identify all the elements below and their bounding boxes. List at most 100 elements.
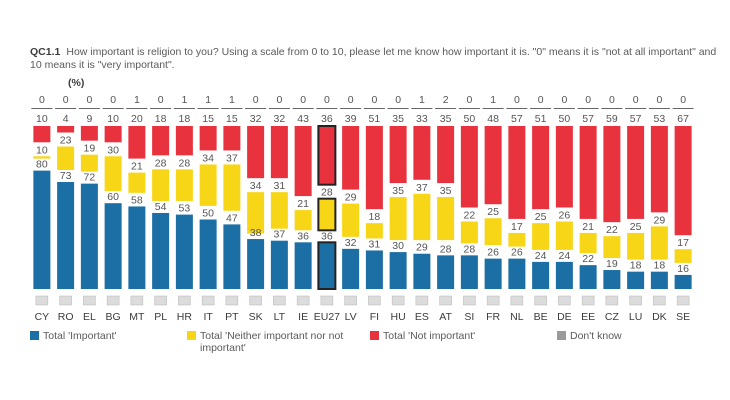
category-label-nl: NL	[510, 311, 524, 323]
not-important-label-fr: 48	[487, 113, 499, 125]
bar-important-cy	[33, 170, 51, 289]
bar-not-important-hu	[389, 126, 407, 184]
bar-neither-ro	[57, 146, 75, 171]
flag-icon-cz	[605, 295, 619, 306]
bar-neither-cz	[603, 236, 621, 259]
important-label-lt: 37	[274, 229, 286, 241]
not-important-label-lu: 57	[630, 113, 642, 125]
category-label-fr: FR	[486, 311, 500, 323]
bar-not-important-cy	[33, 126, 51, 143]
neither-label-si: 22	[464, 210, 476, 222]
flag-icon-el	[83, 295, 96, 306]
dont-know-label-el: 0	[86, 94, 92, 106]
not-important-label-cy: 10	[36, 113, 48, 125]
bar-not-important-ie	[294, 126, 312, 197]
bar-not-important-pt	[223, 126, 241, 151]
bar-not-important-cz	[603, 126, 621, 223]
legend-label-not-important: Total 'Not important'	[383, 330, 476, 342]
bar-important-si	[460, 255, 478, 289]
bar-not-important-eu27	[317, 125, 337, 186]
important-label-hu: 30	[392, 240, 404, 252]
bar-neither-se	[674, 249, 692, 263]
important-label-es: 29	[416, 242, 428, 254]
bar-important-fr	[484, 258, 502, 289]
flag-icon-cy	[35, 295, 49, 306]
bar-neither-sk	[247, 192, 265, 234]
not-important-label-pt: 15	[226, 113, 238, 125]
dont-know-label-hu: 0	[395, 94, 401, 106]
category-label-es: ES	[415, 311, 429, 323]
bar-not-important-es	[413, 126, 431, 180]
question-body: How important is religion to you? Using …	[30, 46, 717, 71]
legend-label-dont-know: Don't know	[570, 330, 622, 342]
bar-important-eu27	[317, 241, 337, 291]
important-label-pl: 54	[155, 201, 167, 213]
neither-label-eu27: 28	[321, 187, 333, 199]
dont-know-label-pl: 0	[158, 94, 164, 106]
neither-label-pl: 28	[155, 157, 167, 169]
neither-label-mt: 21	[131, 161, 143, 173]
dont-know-label-ee: 0	[585, 94, 591, 106]
dont-know-label-dk: 0	[656, 94, 662, 106]
flag-icon-hu	[391, 295, 405, 306]
dont-know-label-si: 0	[466, 94, 472, 106]
flag-icon-sk	[249, 295, 262, 306]
dont-know-label-pt: 1	[229, 94, 235, 106]
neither-label-lt: 31	[274, 180, 286, 192]
neither-label-fi: 18	[369, 211, 381, 223]
not-important-label-ro: 4	[63, 113, 69, 125]
not-important-label-lv: 39	[345, 113, 357, 125]
important-label-hr: 53	[179, 203, 191, 215]
category-label-lu: LU	[629, 311, 642, 323]
neither-label-lu: 25	[630, 221, 642, 233]
category-label-se: SE	[676, 311, 690, 323]
important-label-el: 72	[84, 172, 96, 184]
dont-know-label-lv: 0	[348, 94, 354, 106]
dont-know-label-eu27: 0	[324, 94, 330, 106]
important-label-it: 50	[202, 208, 214, 220]
neither-label-ro: 23	[60, 135, 72, 147]
not-important-label-ie: 43	[297, 113, 309, 125]
dont-know-label-ro: 0	[63, 94, 69, 106]
not-important-label-hr: 18	[179, 113, 191, 125]
bar-neither-fr	[484, 218, 502, 245]
neither-label-ie: 21	[297, 198, 309, 210]
bar-neither-it	[199, 164, 217, 206]
category-label-eu27: EU27	[314, 311, 340, 323]
not-important-label-sk: 32	[250, 113, 262, 125]
bar-important-el	[80, 183, 98, 289]
category-label-pt: PT	[225, 311, 239, 323]
flag-icon-fi	[368, 295, 381, 306]
bar-neither-ie	[294, 210, 312, 231]
category-label-hu: HU	[391, 311, 406, 323]
flag-icon-lv	[344, 295, 357, 306]
flag-icon-bg	[106, 295, 120, 306]
neither-label-it: 34	[202, 152, 214, 164]
neither-label-cz: 22	[606, 224, 618, 236]
neither-label-es: 37	[416, 182, 428, 194]
bar-not-important-it	[199, 126, 217, 151]
bar-neither-hu	[389, 197, 407, 241]
important-label-eu27: 36	[321, 230, 333, 242]
neither-label-lv: 29	[345, 192, 357, 204]
bar-neither-cy	[33, 156, 51, 159]
neither-label-el: 19	[84, 143, 96, 155]
legend-swatch-neither	[187, 331, 196, 340]
category-label-de: DE	[557, 311, 572, 323]
category-label-fi: FI	[370, 311, 379, 323]
flag-icon-hr	[178, 295, 191, 306]
bar-important-de	[555, 261, 573, 289]
legend-label-neither: Total 'Neither important nor not importa…	[200, 330, 344, 354]
important-label-lv: 32	[345, 237, 357, 249]
bar-neither-bg	[104, 156, 122, 192]
neither-label-ee: 21	[582, 221, 594, 233]
important-label-ro: 73	[60, 170, 72, 182]
important-label-fr: 26	[487, 247, 499, 259]
neither-label-hu: 35	[392, 185, 404, 197]
bar-important-ro	[57, 182, 75, 289]
flag-icon-ie	[296, 295, 310, 306]
bar-neither-nl	[508, 232, 526, 247]
not-important-label-se: 67	[677, 113, 689, 125]
bar-not-important-si	[460, 126, 478, 208]
neither-label-bg: 30	[107, 144, 119, 156]
